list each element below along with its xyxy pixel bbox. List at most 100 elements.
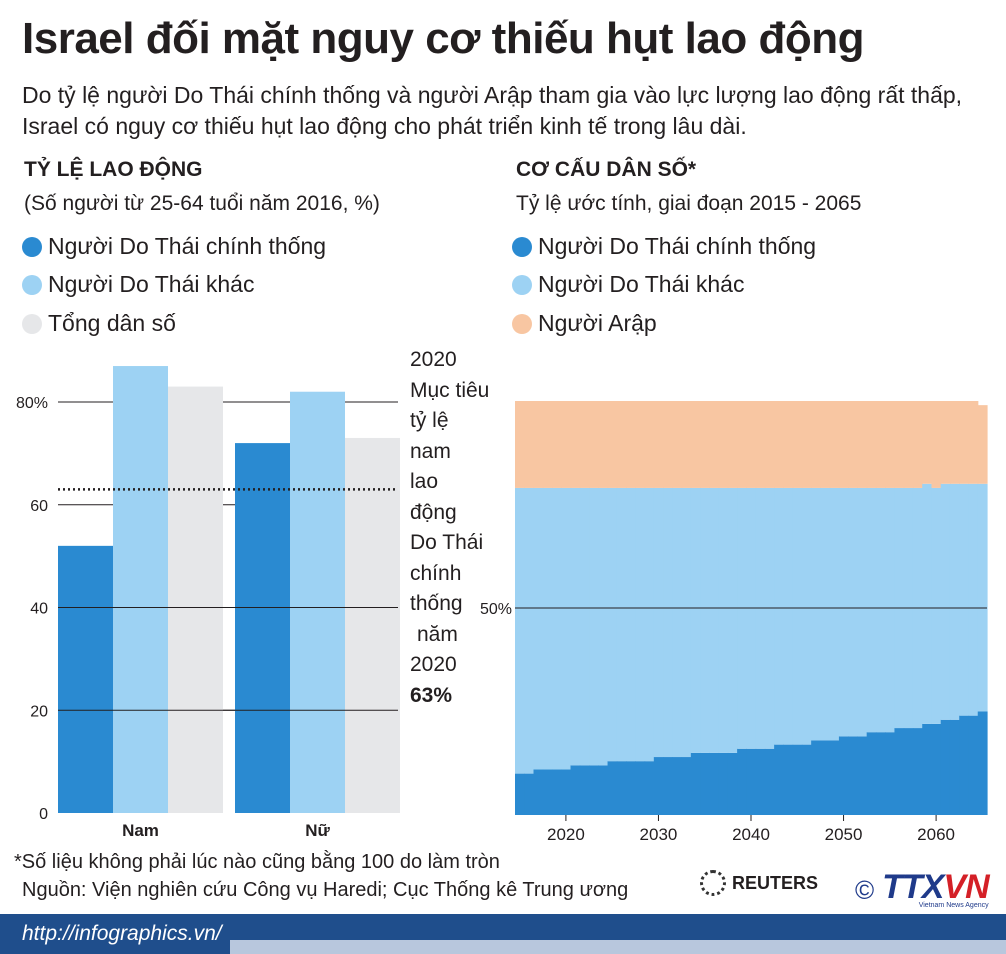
area-segment-2 [700,401,710,488]
y-tick-label: 80% [16,395,48,412]
x-tick-label: 2060 [917,825,955,844]
area-segment-1 [626,487,636,762]
legend-item-orthodox-pop: Người Do Thái chính thống [512,233,816,260]
legend-item-orthodox: Người Do Thái chính thống [22,233,326,260]
legend-swatch [512,274,532,295]
notes: *Số liệu không phải lúc nào cũng bằng 10… [14,848,628,904]
legend-swatch [22,236,42,257]
area-segment-0 [737,748,747,815]
reuters-logo-icon [700,870,726,896]
midline-label: 50% [480,601,512,618]
annotation-line: chính [410,561,462,585]
area-segment-2 [542,401,553,488]
x-tick-label: 2030 [640,825,678,844]
area-segment-0 [663,757,673,815]
legend-swatch [512,236,532,257]
area-segment-0 [690,752,701,815]
area-segment-1 [875,487,886,733]
area-segment-0 [783,744,794,815]
area-segment-1 [792,487,803,745]
ttxvn-logo: © TTXVN Vietnam News Agency [855,868,990,909]
area-segment-0 [959,715,970,815]
area-segment-2 [690,401,701,488]
area-segment-1 [866,487,877,733]
area-segment-2 [598,401,609,488]
area-segment-2 [931,401,942,488]
area-segment-1 [542,487,553,770]
area-segment-0 [894,728,905,815]
area-segment-0 [885,732,896,815]
area-segment-1 [681,487,692,758]
y-tick-label: 0 [39,806,48,823]
area-segment-2 [912,401,923,488]
area-segment-1 [589,487,599,766]
area-segment-2 [866,401,877,488]
area-segment-2 [774,401,784,488]
area-segment-0 [616,761,627,815]
area-segment-2 [811,401,822,488]
area-segment-0 [792,744,803,815]
area-segment-2 [968,401,979,484]
area-segment-0 [811,740,822,815]
area-segment-1 [737,487,747,749]
area-segment-1 [764,487,775,749]
area-segment-2 [672,401,683,488]
legend-swatch [22,313,42,334]
legend-swatch [22,274,42,295]
annotation-line: tỷ lệ nam [410,409,451,463]
area-segment-2 [746,401,757,488]
area-segment-0 [598,765,609,815]
page-subtitle: Do tỷ lệ người Do Thái chính thống và ng… [22,82,963,139]
right-section-subtitle: Tỷ lệ ước tính, giai đoạn 2015 - 2065 [516,192,862,215]
area-segment-2 [570,401,581,488]
source-note: Nguồn: Viện nghiên cứu Công vụ Haredi; C… [22,879,629,901]
area-segment-0 [635,761,646,815]
ttxvn-wordmark: TTXVN [882,868,989,906]
area-segment-1 [811,487,822,741]
left-section-title: TỶ LỆ LAO ĐỘNG [24,158,203,181]
area-segment-0 [968,715,979,815]
area-segment-0 [561,769,572,815]
area-segment-1 [829,487,840,741]
area-segment-0 [718,752,729,815]
copyright-icon: © [855,875,875,905]
area-segment-1 [672,487,683,758]
legend-item-other-jewish: Người Do Thái khác [22,271,254,298]
area-segment-0 [607,761,618,815]
area-segment-1 [727,487,738,753]
area-segment-2 [515,401,525,488]
bar-nữ-0 [235,443,290,813]
area-segment-1 [616,487,627,762]
area-segment-1 [820,487,831,741]
area-segment-2 [949,401,960,484]
legend-item-total: Tổng dân số [22,310,176,337]
bar-nam-0 [58,545,113,813]
area-segment-2 [616,401,627,488]
area-segment-0 [949,719,960,815]
area-segment-0 [903,728,914,815]
area-segment-2 [681,401,692,488]
area-segment-0 [940,719,951,815]
area-segment-2 [663,401,673,488]
footer-link[interactable]: http://infographics.vn/ [22,922,222,945]
right-section-title: CƠ CẤU DÂN SỐ* [516,158,697,181]
area-segment-0 [848,736,859,815]
annotation-line: Do Thái [410,531,484,554]
area-segment-1 [515,487,525,774]
area-segment-0 [709,752,720,815]
legend-swatch [512,313,532,334]
page-title: Israel đối mặt nguy cơ thiếu hụt lao độn… [22,14,864,63]
annotation-line: Mục tiêu [410,378,490,402]
area-segment-0 [644,761,655,815]
area-segment-0 [838,736,849,815]
area-segment-1 [968,483,979,716]
area-segment-0 [552,769,562,815]
x-tick-label: 2050 [825,825,863,844]
area-segment-1 [700,487,710,753]
annotation-line: 2020 [410,653,457,676]
area-segment-2 [977,405,988,484]
area-segment-1 [838,487,849,737]
x-category-label: Nam [122,821,159,840]
area-segment-2 [922,401,933,484]
area-segment-0 [875,732,886,815]
